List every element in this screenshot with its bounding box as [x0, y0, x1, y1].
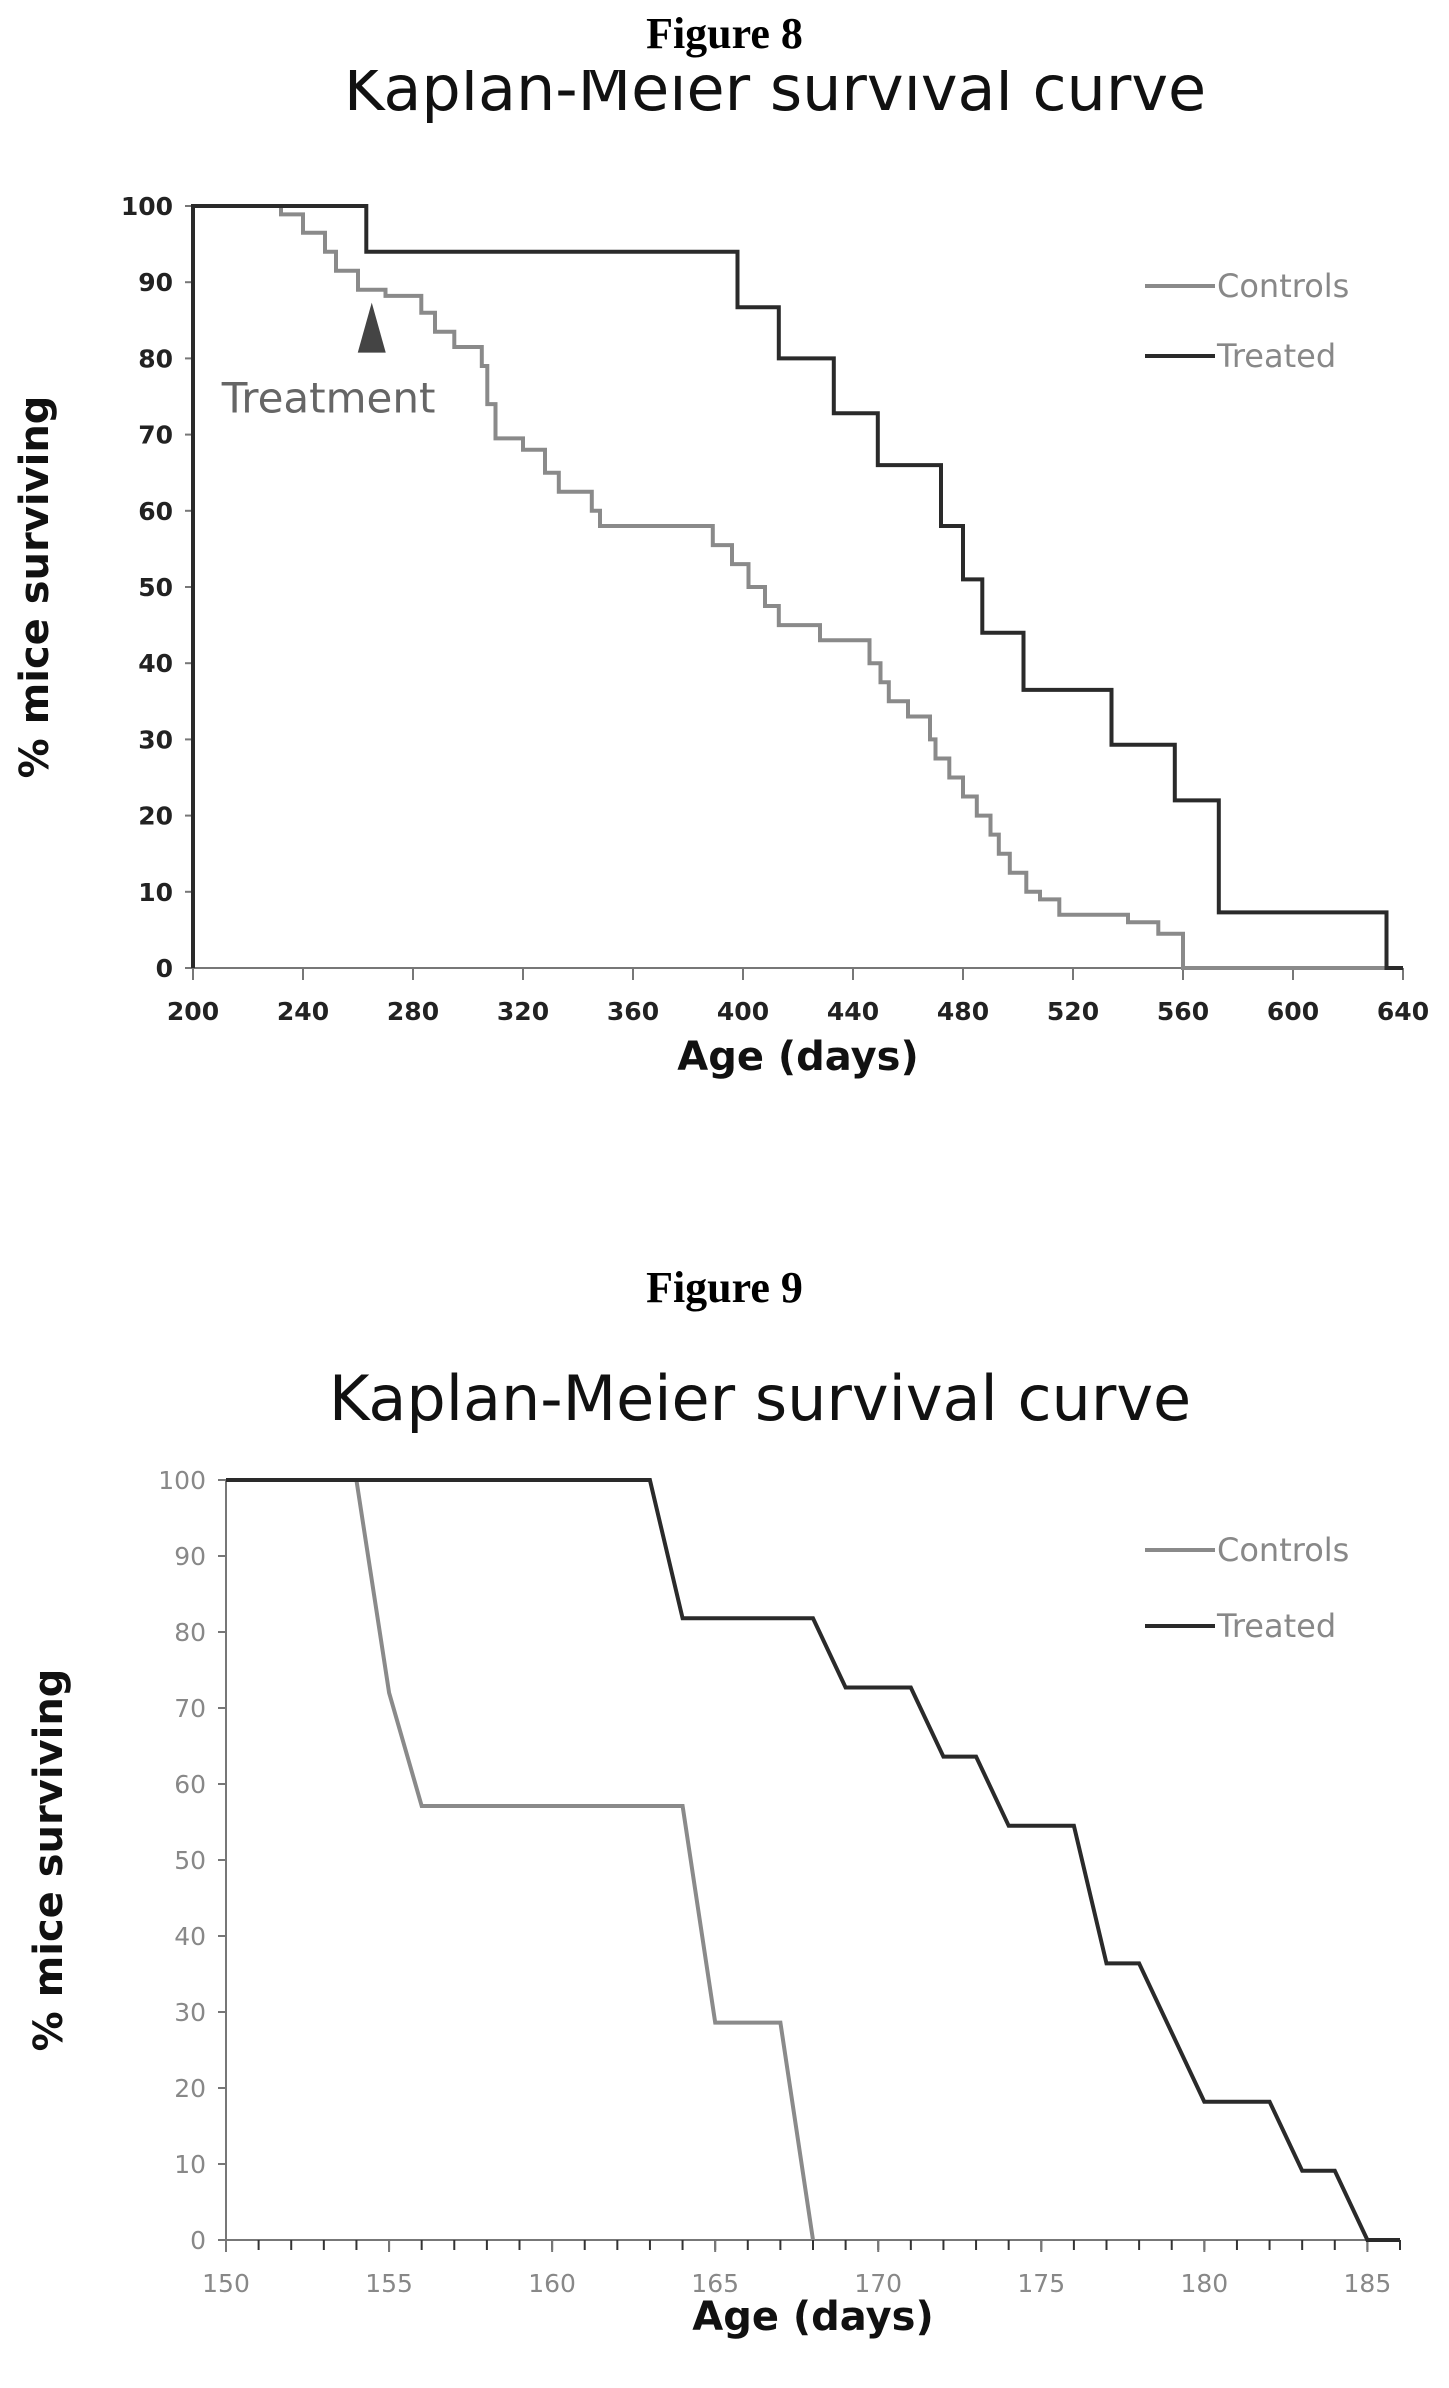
survival-chart: Kaplan-Meier survival curve 0 10 20 30 40 50 60… — [12, 70, 1429, 1080]
y-tick-label: 70 — [138, 421, 173, 450]
chart-title: Kaplan-Meier survival curve — [344, 70, 1206, 125]
y-tick-label: 60 — [174, 1770, 206, 1799]
x-tick-label: 480 — [937, 997, 989, 1026]
y-axis-title: % mice surviving — [12, 396, 58, 779]
y-tick-label: 100 — [121, 192, 173, 221]
legend-label: Controls — [1217, 267, 1349, 305]
x-axis-title: Age (days) — [692, 2294, 933, 2340]
series-line-treated — [191, 204, 1403, 970]
x-tick-label: 240 — [277, 997, 329, 1026]
x-tick-label: 150 — [202, 2269, 250, 2298]
x-tick-label: 160 — [528, 2269, 576, 2298]
y-tick-label: 90 — [138, 268, 173, 297]
legend-label: Treated — [1216, 1607, 1336, 1645]
y-tick-label: 80 — [174, 1618, 206, 1647]
series-line-controls — [226, 1478, 815, 2241]
x-tick-label: 560 — [1157, 997, 1209, 1026]
y-tick-label: 60 — [138, 497, 173, 526]
x-tick-label: 400 — [717, 997, 769, 1026]
x-tick-label: 280 — [387, 997, 439, 1026]
y-tick-label: 20 — [174, 2074, 206, 2103]
x-tick-label: 155 — [365, 2269, 413, 2298]
x-tick-label: 175 — [1017, 2269, 1065, 2298]
x-tick-label: 320 — [497, 997, 549, 1026]
x-tick-label: 180 — [1180, 2269, 1228, 2298]
y-tick-label: 40 — [174, 1922, 206, 1951]
x-tick-label: 185 — [1344, 2269, 1392, 2298]
y-tick-label: 40 — [138, 649, 173, 678]
x-tick-label: 640 — [1377, 997, 1429, 1026]
y-tick-label: 30 — [174, 1998, 206, 2027]
figure-label: Figure 9 — [646, 1263, 803, 1312]
y-tick-label: 0 — [156, 954, 173, 983]
x-tick-label: 600 — [1267, 997, 1319, 1026]
annotation-label: Treatment — [221, 374, 436, 423]
y-tick-label: 100 — [158, 1466, 206, 1495]
y-axis-title: % mice surviving — [26, 1669, 72, 2052]
x-tick-label: 165 — [691, 2269, 739, 2298]
y-tick-label: 30 — [138, 725, 173, 754]
x-tick-label: 520 — [1047, 997, 1099, 1026]
chart-title: Kaplan-Meier survival curve — [329, 1362, 1191, 1435]
x-tick-label: 170 — [854, 2269, 902, 2298]
y-tick-label: 80 — [138, 344, 173, 373]
treatment-arrow-icon — [357, 302, 386, 353]
x-tick-label: 200 — [167, 997, 219, 1026]
y-tick-label: 20 — [138, 802, 173, 831]
y-tick-label: 70 — [174, 1694, 206, 1723]
y-tick-label: 90 — [174, 1542, 206, 1571]
series-line-controls — [191, 204, 1403, 970]
survival-chart: Kaplan-Meier survival curve 0 10 20 30 40 50 60… — [26, 1362, 1401, 2340]
x-tick-label: 360 — [607, 997, 659, 1026]
x-axis-title: Age (days) — [677, 1034, 918, 1080]
x-tick-label: 440 — [827, 997, 879, 1026]
legend-label: Controls — [1217, 1531, 1349, 1569]
y-tick-label: 0 — [190, 2226, 206, 2255]
y-tick-label: 50 — [174, 1846, 206, 1875]
figure-label: Figure 8 — [646, 9, 803, 58]
y-tick-label: 50 — [138, 573, 173, 602]
legend-label: Treated — [1216, 337, 1336, 375]
y-tick-label: 10 — [138, 878, 173, 907]
series-line-treated — [226, 1478, 1400, 2242]
y-tick-label: 10 — [174, 2150, 206, 2179]
